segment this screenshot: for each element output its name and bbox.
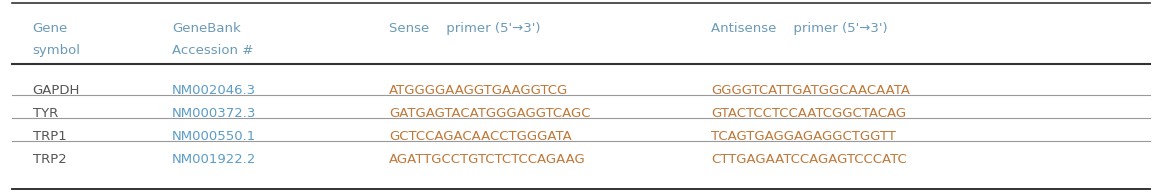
Text: GAPDH: GAPDH <box>33 84 80 97</box>
Text: TCAGTGAGGAGAGGCTGGTT: TCAGTGAGGAGAGGCTGGTT <box>711 130 896 143</box>
Text: NM000550.1: NM000550.1 <box>172 130 257 143</box>
Text: ATGGGGAAGGTGAAGGTCG: ATGGGGAAGGTGAAGGTCG <box>389 84 568 97</box>
Text: CTTGAGAATCCAGAGTCCCATC: CTTGAGAATCCAGAGTCCCATC <box>711 153 906 166</box>
Text: symbol: symbol <box>33 44 80 57</box>
Text: AGATTGCCTGTCTCTCCAGAAG: AGATTGCCTGTCTCTCCAGAAG <box>389 153 586 166</box>
Text: TRP2: TRP2 <box>33 153 66 166</box>
Text: NM002046.3: NM002046.3 <box>172 84 256 97</box>
Text: TYR: TYR <box>33 107 58 120</box>
Text: Accession #: Accession # <box>172 44 253 57</box>
Text: GCTCCAGACAACCTGGGATA: GCTCCAGACAACCTGGGATA <box>389 130 572 143</box>
Text: GTACTCCTCCAATCGGCTACAG: GTACTCCTCCAATCGGCTACAG <box>711 107 906 120</box>
Text: NM001922.2: NM001922.2 <box>172 153 257 166</box>
Text: GeneBank: GeneBank <box>172 22 241 35</box>
Text: Sense    primer (5'→3'): Sense primer (5'→3') <box>389 22 540 35</box>
Text: Gene: Gene <box>33 22 67 35</box>
Text: Antisense    primer (5'→3'): Antisense primer (5'→3') <box>711 22 888 35</box>
Text: TRP1: TRP1 <box>33 130 66 143</box>
Text: NM000372.3: NM000372.3 <box>172 107 257 120</box>
Text: GATGAGTACATGGGAGGTCAGC: GATGAGTACATGGGAGGTCAGC <box>389 107 590 120</box>
Text: GGGGTCATTGATGGCAACAATA: GGGGTCATTGATGGCAACAATA <box>711 84 910 97</box>
